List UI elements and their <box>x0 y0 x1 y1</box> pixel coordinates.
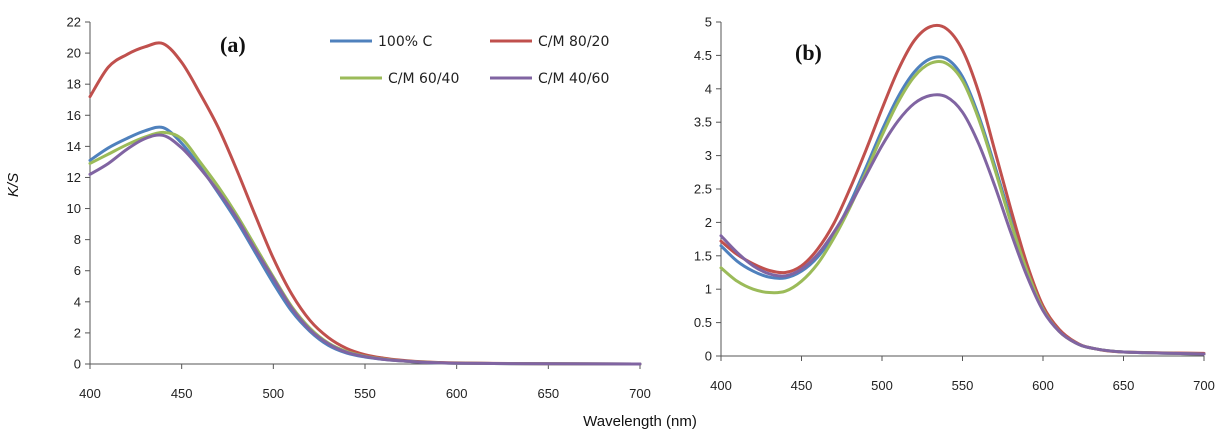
x-tick-label: 650 <box>537 386 559 401</box>
chart-panel-b: 0 0.5 1 1.5 2 2.5 3 3.5 4 4.5 5 400 450 500 550 600 650 7… <box>694 15 1215 394</box>
y-tick-label: 0.5 <box>694 315 712 330</box>
y-tick-label: 12 <box>67 170 81 185</box>
y-axis-title: K/S <box>5 173 22 197</box>
x-tick-label: 450 <box>171 386 193 401</box>
legend-label: C/M 80/20 <box>538 34 609 50</box>
y-tick-label: 22 <box>67 15 81 30</box>
x-tick-label: 600 <box>1032 378 1054 393</box>
legend: 100% C C/M 80/20 C/M 60/40 C/M 40/60 <box>330 34 609 87</box>
y-tick-label: 1 <box>705 282 712 297</box>
y-tick-label: 6 <box>74 263 81 278</box>
series-line-c-m-80-20 <box>88 41 642 366</box>
y-tick-label: 2 <box>74 325 81 340</box>
y-tick-label: 5 <box>705 15 712 30</box>
y-tick-label: 4 <box>74 294 81 309</box>
y-tick-label: 1.5 <box>694 248 712 263</box>
y-tick-label: 14 <box>67 139 81 154</box>
y-tick-label: 2.5 <box>694 182 712 197</box>
x-tick-label: 700 <box>1193 378 1215 393</box>
legend-label: 100% C <box>378 34 432 50</box>
legend-label: C/M 60/40 <box>388 71 459 87</box>
x-tick-label: 600 <box>446 386 468 401</box>
x-tick-label: 500 <box>871 378 893 393</box>
y-tick-label: 18 <box>67 77 81 92</box>
panel-label: (a) <box>220 32 246 57</box>
y-tick-label: 10 <box>67 201 81 216</box>
y-tick-label: 8 <box>74 232 81 247</box>
y-tick-label: 4.5 <box>694 48 712 63</box>
y-tick-label: 2 <box>705 215 712 230</box>
x-tick-label: 450 <box>791 378 813 393</box>
series-line-c-m-60-40 <box>719 59 1206 356</box>
y-tick-label: 16 <box>67 108 81 123</box>
x-axis-title: Wavelength (nm) <box>583 413 697 430</box>
series-line-c-m-40-60 <box>719 93 1206 356</box>
y-tick-label: 20 <box>67 46 81 61</box>
series-line-100-c <box>719 55 1206 356</box>
y-tick-label: 0 <box>74 357 81 372</box>
series-line-c-m-40-60 <box>88 133 642 366</box>
series-line-100-c <box>88 125 642 366</box>
y-tick-label: 0 <box>705 349 712 364</box>
y-tick-label: 3 <box>705 148 712 163</box>
chart-panel-a: 0 2 4 6 8 10 12 14 16 18 20 22 400 450 500 550 600 650 700… <box>67 15 651 402</box>
x-tick-label: 500 <box>262 386 284 401</box>
x-tick-label: 550 <box>952 378 974 393</box>
series-line-c-m-60-40 <box>88 130 642 366</box>
x-tick-label: 550 <box>354 386 376 401</box>
x-tick-label: 700 <box>629 386 651 401</box>
x-tick-label: 400 <box>79 386 101 401</box>
x-tick-label: 400 <box>710 378 732 393</box>
y-tick-label: 4 <box>705 81 712 96</box>
y-tick-label: 3.5 <box>694 115 712 130</box>
panel-label: (b) <box>795 40 822 65</box>
legend-label: C/M 40/60 <box>538 71 609 87</box>
x-tick-label: 650 <box>1113 378 1135 393</box>
